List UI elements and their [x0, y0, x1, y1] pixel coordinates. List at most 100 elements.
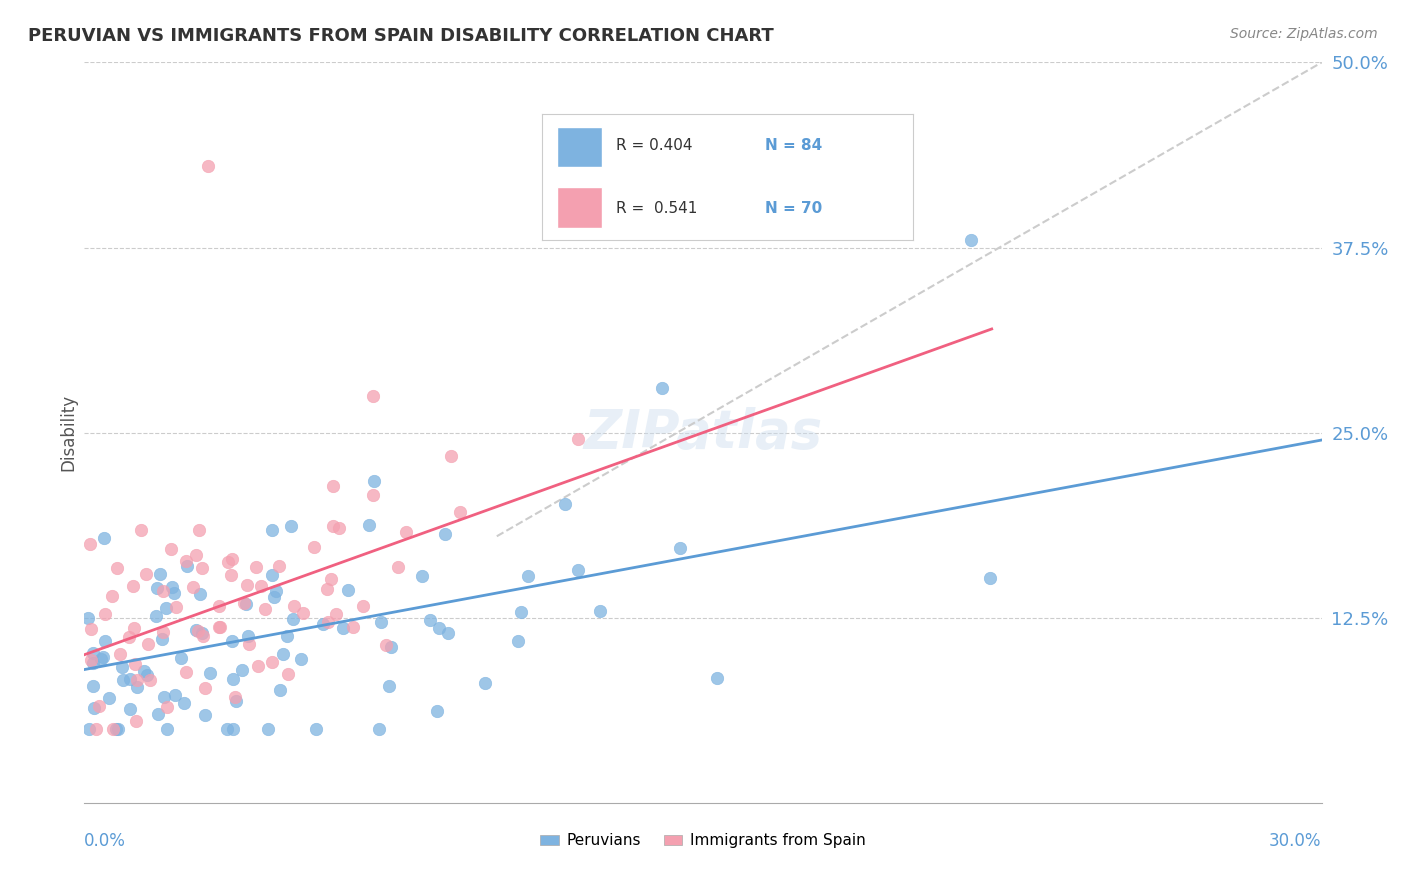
Point — [152, 583, 174, 598]
Point — [193, 629, 215, 643]
Point — [111, 673, 134, 687]
Point — [186, 548, 208, 562]
Point — [440, 449, 463, 463]
Point — [264, 583, 287, 598]
Point — [124, 657, 146, 672]
Point — [387, 560, 409, 574]
Point — [235, 597, 257, 611]
Point — [979, 571, 1001, 585]
Point — [706, 671, 728, 685]
Point — [82, 679, 104, 693]
Point — [156, 722, 179, 736]
Point — [208, 620, 231, 634]
Point — [370, 615, 392, 630]
Point — [93, 531, 115, 545]
Point — [238, 637, 260, 651]
Point — [368, 722, 391, 736]
Point — [359, 517, 381, 532]
Point — [236, 578, 259, 592]
Point — [231, 663, 253, 677]
Point — [375, 638, 398, 652]
Legend: Peruvians, Immigrants from Spain: Peruvians, Immigrants from Spain — [534, 827, 872, 855]
Point — [129, 523, 152, 537]
Point — [319, 572, 342, 586]
Point — [437, 626, 460, 640]
Point — [190, 626, 212, 640]
Point — [84, 722, 107, 736]
Point — [194, 708, 217, 723]
Point — [450, 505, 472, 519]
Point — [191, 561, 214, 575]
Point — [960, 233, 983, 247]
Text: 0.0%: 0.0% — [84, 832, 127, 850]
Point — [651, 381, 673, 395]
Point — [176, 554, 198, 568]
Point — [567, 563, 589, 577]
Point — [90, 651, 112, 665]
Point — [322, 519, 344, 533]
Point — [188, 587, 211, 601]
Point — [222, 722, 245, 736]
Text: Source: ZipAtlas.com: Source: ZipAtlas.com — [1230, 27, 1378, 41]
Point — [110, 660, 132, 674]
Point — [98, 690, 121, 705]
Point — [146, 706, 169, 721]
Point — [250, 579, 273, 593]
Point — [125, 680, 148, 694]
Point — [145, 608, 167, 623]
Point — [427, 621, 450, 635]
Point — [152, 690, 174, 704]
Point — [221, 551, 243, 566]
Point — [79, 622, 101, 636]
Point — [434, 526, 457, 541]
Point — [82, 656, 104, 670]
Point — [363, 474, 385, 488]
Point — [165, 688, 187, 702]
Point — [332, 621, 354, 635]
Point — [316, 615, 339, 629]
Point — [253, 602, 276, 616]
Point — [152, 624, 174, 639]
Point — [588, 604, 610, 618]
Point — [290, 652, 312, 666]
Point — [125, 714, 148, 728]
Point — [321, 479, 343, 493]
Point — [419, 613, 441, 627]
Point — [554, 497, 576, 511]
Y-axis label: Disability: Disability — [59, 394, 77, 471]
Text: PERUVIAN VS IMMIGRANTS FROM SPAIN DISABILITY CORRELATION CHART: PERUVIAN VS IMMIGRANTS FROM SPAIN DISABI… — [28, 27, 773, 45]
Point — [93, 633, 115, 648]
Point — [304, 722, 326, 736]
Point — [337, 583, 360, 598]
Point — [380, 640, 402, 654]
Point — [233, 596, 256, 610]
Point — [312, 617, 335, 632]
Point — [215, 722, 238, 736]
Point — [267, 559, 290, 574]
Point — [236, 629, 259, 643]
Point — [246, 658, 269, 673]
Point — [122, 622, 145, 636]
Point — [426, 704, 449, 718]
Point — [108, 647, 131, 661]
Point — [353, 599, 375, 613]
Point — [184, 623, 207, 637]
Point — [245, 560, 267, 574]
Point — [668, 541, 690, 556]
Point — [188, 523, 211, 537]
Point — [79, 653, 101, 667]
Point — [194, 681, 217, 696]
Point — [83, 701, 105, 715]
Text: 30.0%: 30.0% — [1270, 832, 1322, 850]
Point — [316, 582, 339, 596]
Point — [269, 683, 291, 698]
Point — [155, 600, 177, 615]
Point — [163, 586, 186, 600]
Point — [125, 673, 148, 688]
Point — [122, 579, 145, 593]
Point — [361, 488, 384, 502]
Point — [198, 665, 221, 680]
Point — [510, 605, 533, 619]
Point — [132, 664, 155, 678]
Point — [209, 620, 232, 634]
